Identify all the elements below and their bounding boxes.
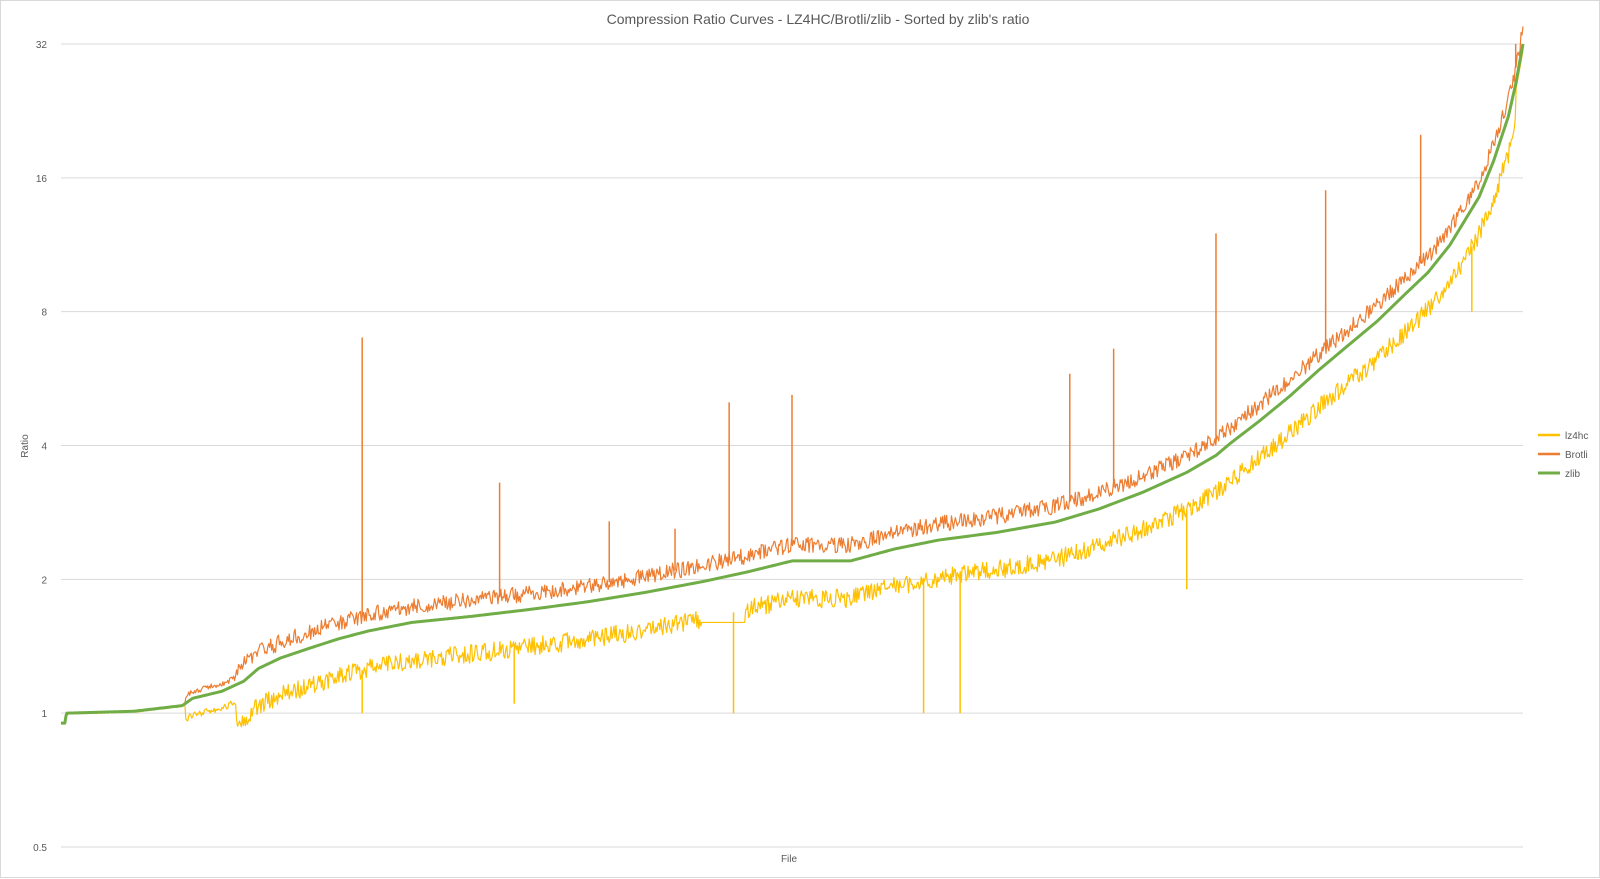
y-tick-label-4: 4 [41,442,47,453]
x-axis-title: File [781,854,798,865]
grid-layer [61,43,1523,848]
y-tick-label-8: 8 [41,308,47,319]
series-layer [60,26,1525,728]
y-tick-label-1: 1 [41,709,47,720]
legend-label-brotli: Brotli [1565,450,1588,461]
series-line-zlib [60,43,1525,725]
legend-label-lz4hc: lz4hc [1565,431,1588,442]
y-tick-labels: 0.5 1 2 4 8 16 32 [33,40,47,854]
y-tick-label-0_5: 0.5 [33,843,47,854]
y-tick-label-16: 16 [36,174,48,185]
y-tick-label-32: 32 [36,40,48,51]
chart-title: Compression Ratio Curves - LZ4HC/Brotli/… [607,11,1030,27]
legend-label-zlib: zlib [1565,469,1580,480]
legend: lz4hc Brotli zlib [1538,431,1588,480]
y-tick-label-2: 2 [41,575,47,586]
series-line-brotli [60,26,1524,724]
series-line-lz4hc [60,50,1524,728]
y-axis-title: Ratio [20,434,31,458]
